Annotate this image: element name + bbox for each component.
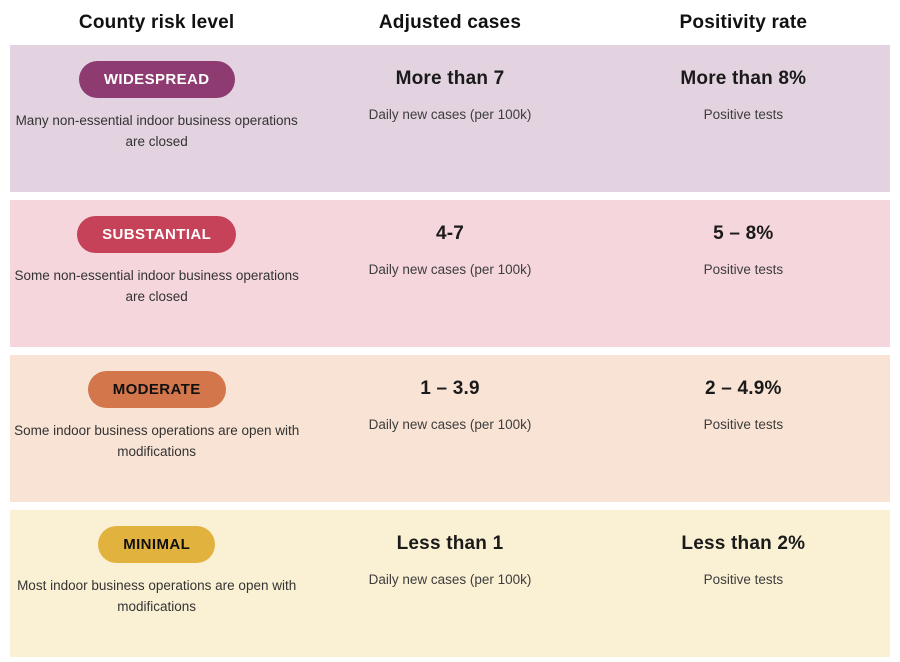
positivity-value: 5 – 8% xyxy=(713,223,774,244)
positivity-label: Positive tests xyxy=(703,107,784,122)
tier-badge-substantial: SUBSTANTIAL xyxy=(77,216,237,253)
table-row-substantial: SUBSTANTIAL Some non-essential indoor bu… xyxy=(10,200,890,347)
positivity-label: Positive tests xyxy=(703,417,784,432)
risk-level-cell: SUBSTANTIAL Some non-essential indoor bu… xyxy=(10,200,303,347)
risk-level-cell: WIDESPREAD Many non-essential indoor bus… xyxy=(10,45,303,192)
column-header-adjusted-cases: Adjusted cases xyxy=(378,11,522,33)
tier-badge-minimal: MINIMAL xyxy=(98,526,216,563)
positivity-rate-cell: More than 8% Positive tests xyxy=(597,45,890,192)
adjusted-cases-cell: Less than 1 Daily new cases (per 100k) xyxy=(303,510,596,657)
column-header-risk-level: County risk level xyxy=(78,11,235,33)
column-header-positivity-rate: Positivity rate xyxy=(679,11,808,33)
cases-label: Daily new cases (per 100k) xyxy=(368,262,532,277)
positivity-value: More than 8% xyxy=(680,68,807,89)
tier-description: Many non-essential indoor business opera… xyxy=(15,113,298,149)
risk-level-cell: MODERATE Some indoor business operations… xyxy=(10,355,303,502)
adjusted-cases-cell: 1 – 3.9 Daily new cases (per 100k) xyxy=(303,355,596,502)
cases-label: Daily new cases (per 100k) xyxy=(368,572,532,587)
adjusted-cases-cell: 4-7 Daily new cases (per 100k) xyxy=(303,200,596,347)
table-header: County risk level Adjusted cases Positiv… xyxy=(10,0,890,45)
tier-description: Most indoor business operations are open… xyxy=(17,578,297,614)
positivity-rate-cell: 5 – 8% Positive tests xyxy=(597,200,890,347)
cases-value: 4-7 xyxy=(435,223,465,244)
cases-value: 1 – 3.9 xyxy=(420,378,480,399)
cases-value: More than 7 xyxy=(395,68,505,89)
adjusted-cases-cell: More than 7 Daily new cases (per 100k) xyxy=(303,45,596,192)
positivity-label: Positive tests xyxy=(703,262,784,277)
tier-badge-widespread: WIDESPREAD xyxy=(78,61,235,98)
cases-value: Less than 1 xyxy=(396,533,504,554)
positivity-rate-cell: Less than 2% Positive tests xyxy=(597,510,890,657)
tier-badge-moderate: MODERATE xyxy=(87,371,226,408)
tier-description: Some non-essential indoor business opera… xyxy=(14,268,299,304)
cases-label: Daily new cases (per 100k) xyxy=(368,107,532,122)
positivity-value: Less than 2% xyxy=(681,533,806,554)
table-row-minimal: MINIMAL Most indoor business operations … xyxy=(10,510,890,657)
tier-description: Some indoor business operations are open… xyxy=(14,423,300,459)
table-row-widespread: WIDESPREAD Many non-essential indoor bus… xyxy=(10,45,890,192)
table-row-moderate: MODERATE Some indoor business operations… xyxy=(10,355,890,502)
cases-label: Daily new cases (per 100k) xyxy=(368,417,532,432)
positivity-label: Positive tests xyxy=(703,572,784,587)
positivity-rate-cell: 2 – 4.9% Positive tests xyxy=(597,355,890,502)
positivity-value: 2 – 4.9% xyxy=(705,378,782,399)
risk-level-cell: MINIMAL Most indoor business operations … xyxy=(10,510,303,657)
